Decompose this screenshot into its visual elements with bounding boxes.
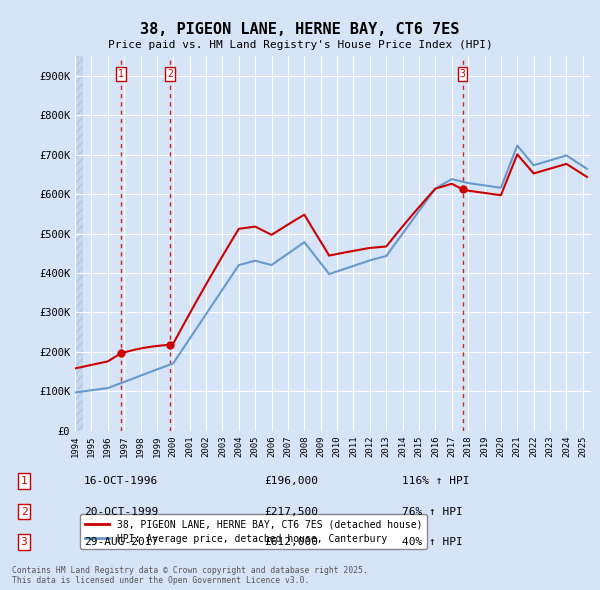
Text: 1: 1 [20,476,28,486]
Text: 116% ↑ HPI: 116% ↑ HPI [402,476,470,486]
Text: 40% ↑ HPI: 40% ↑ HPI [402,537,463,547]
Text: £196,000: £196,000 [264,476,318,486]
Text: 3: 3 [20,537,28,547]
Text: 3: 3 [460,69,466,79]
Text: 1: 1 [118,69,124,79]
Text: £217,500: £217,500 [264,507,318,516]
Text: 38, PIGEON LANE, HERNE BAY, CT6 7ES: 38, PIGEON LANE, HERNE BAY, CT6 7ES [140,22,460,37]
Text: 2: 2 [167,69,173,79]
Text: 2: 2 [20,507,28,516]
Text: 76% ↑ HPI: 76% ↑ HPI [402,507,463,516]
Text: Contains HM Land Registry data © Crown copyright and database right 2025.
This d: Contains HM Land Registry data © Crown c… [12,566,368,585]
Text: 16-OCT-1996: 16-OCT-1996 [84,476,158,486]
Legend: 38, PIGEON LANE, HERNE BAY, CT6 7ES (detached house), HPI: Average price, detach: 38, PIGEON LANE, HERNE BAY, CT6 7ES (det… [80,514,427,549]
Text: 20-OCT-1999: 20-OCT-1999 [84,507,158,516]
Text: £612,000: £612,000 [264,537,318,547]
Text: Price paid vs. HM Land Registry's House Price Index (HPI): Price paid vs. HM Land Registry's House … [107,40,493,50]
Text: 29-AUG-2017: 29-AUG-2017 [84,537,158,547]
